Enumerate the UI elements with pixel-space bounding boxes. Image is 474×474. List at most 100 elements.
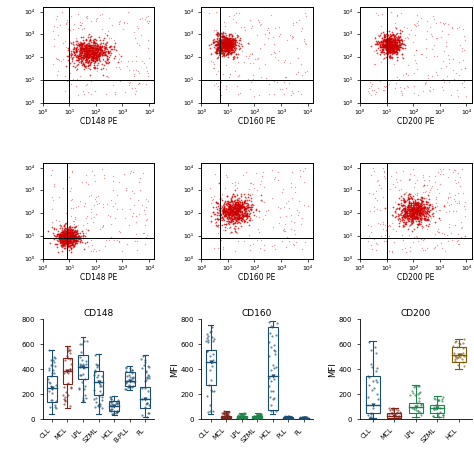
Point: [413, 224, 420, 231]
Point: [286, 31, 294, 39]
Point: [240, 197, 248, 204]
Point: [399, 217, 406, 224]
Point: [70, 20, 77, 27]
Point: [220, 34, 228, 41]
Point: [94, 46, 102, 54]
Point: [71, 232, 78, 240]
Point: [232, 198, 239, 206]
Point: [226, 46, 234, 54]
Point: [78, 49, 85, 57]
Point: [126, 79, 133, 87]
Point: [401, 202, 409, 210]
Point: [68, 47, 75, 55]
Point: [231, 207, 238, 215]
Point: [449, 169, 457, 176]
Point: [221, 207, 229, 215]
Point: [437, 33, 445, 41]
Point: [374, 176, 382, 184]
Point: [380, 39, 387, 46]
Point: [228, 198, 235, 205]
Point: [83, 50, 91, 57]
Point: [234, 180, 242, 187]
Point: [61, 223, 68, 230]
Point: [97, 48, 104, 56]
Point: [75, 54, 82, 62]
Point: [77, 348, 85, 356]
Point: [416, 209, 423, 216]
Point: [384, 46, 392, 53]
Point: [89, 56, 96, 64]
Point: [92, 48, 100, 55]
Point: [413, 210, 420, 218]
Point: [65, 230, 73, 237]
Point: [411, 206, 419, 213]
Point: [86, 65, 93, 73]
Point: [391, 45, 399, 52]
Point: [235, 207, 243, 214]
Point: [220, 32, 228, 40]
Point: [228, 36, 236, 44]
Point: [410, 404, 418, 412]
Point: [394, 48, 401, 56]
Point: [66, 365, 74, 373]
Point: [217, 46, 224, 54]
Point: [423, 216, 431, 223]
Point: [221, 37, 229, 45]
Point: [97, 43, 104, 51]
Point: [229, 42, 237, 49]
Point: [224, 224, 231, 231]
Point: [213, 34, 220, 41]
Point: [49, 166, 56, 173]
Point: [219, 208, 227, 216]
Point: [401, 219, 408, 227]
Point: [285, 234, 293, 241]
Point: [230, 207, 237, 214]
Point: [410, 196, 418, 203]
Point: [420, 202, 428, 210]
Point: [416, 209, 424, 217]
Point: [378, 45, 386, 53]
Point: [71, 237, 78, 245]
Point: [237, 40, 245, 48]
Point: [431, 243, 438, 251]
Point: [223, 217, 230, 225]
Point: [61, 397, 69, 404]
Point: [412, 46, 420, 54]
Point: [295, 87, 302, 94]
Point: [103, 55, 111, 63]
Point: [91, 46, 99, 54]
Point: [454, 353, 461, 360]
Point: [230, 209, 237, 216]
Point: [72, 48, 79, 56]
Point: [419, 209, 427, 217]
Point: [60, 237, 68, 244]
Point: [63, 236, 71, 244]
Point: [71, 43, 78, 51]
Point: [206, 366, 213, 374]
Point: [378, 40, 385, 47]
Point: [364, 372, 372, 380]
Point: [238, 201, 246, 209]
Point: [215, 49, 223, 56]
Point: [81, 49, 88, 57]
Point: [301, 164, 309, 172]
Point: [65, 237, 73, 244]
Point: [215, 44, 223, 52]
Point: [367, 346, 374, 354]
Point: [403, 216, 411, 223]
Point: [219, 45, 226, 52]
Point: [393, 41, 401, 49]
Point: [131, 237, 138, 245]
Point: [388, 37, 395, 45]
Point: [73, 66, 80, 74]
Point: [214, 38, 222, 46]
Point: [77, 237, 84, 244]
Point: [390, 31, 398, 38]
Point: [101, 51, 109, 58]
Point: [84, 50, 91, 58]
Point: [452, 179, 459, 186]
Point: [409, 211, 416, 219]
Point: [60, 226, 67, 234]
Point: [245, 75, 252, 83]
Point: [95, 43, 103, 50]
